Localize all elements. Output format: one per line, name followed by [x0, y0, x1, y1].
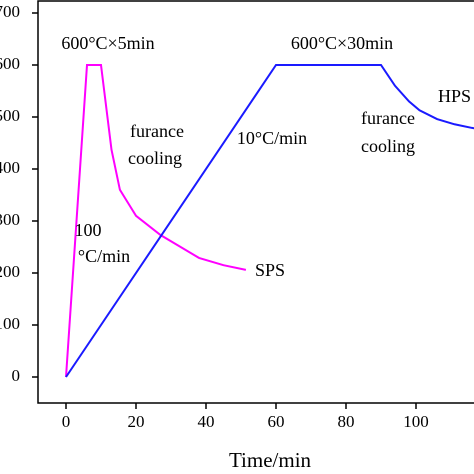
- series-label: HPS: [438, 86, 471, 106]
- series-label: SPS: [255, 260, 285, 280]
- x-tick-label: 0: [62, 412, 71, 431]
- series-line: [65, 64, 247, 378]
- plot-frame: [37, 0, 474, 404]
- annotation: °C/min: [78, 246, 130, 266]
- annotation: 600°C×5min: [61, 33, 154, 53]
- series-line: [65, 64, 474, 378]
- y-tick-label: 500: [0, 106, 20, 125]
- annotation: cooling: [361, 136, 415, 156]
- y-tick-label: 300: [0, 210, 20, 229]
- y-tick-label: 100: [0, 314, 20, 333]
- annotation: 100: [75, 220, 102, 240]
- y-tick-label: 200: [0, 262, 20, 281]
- x-tick-label: 20: [128, 412, 145, 431]
- x-axis-label: Time/min: [229, 448, 312, 472]
- y-tick-label: 400: [0, 158, 20, 177]
- x-tick-label: 40: [198, 412, 215, 431]
- y-tick-label: 700: [0, 2, 20, 21]
- annotation: furance: [361, 108, 415, 128]
- x-tick-label: 100: [403, 412, 429, 431]
- x-tick-label: 80: [338, 412, 355, 431]
- y-tick-label: 600: [0, 54, 20, 73]
- annotation: 600°C×30min: [291, 33, 393, 53]
- annotation: cooling: [128, 148, 182, 168]
- y-tick-label: 0: [12, 366, 21, 385]
- annotation: 10°C/min: [237, 128, 307, 148]
- annotation: furance: [130, 121, 184, 141]
- x-tick-label: 60: [268, 412, 285, 431]
